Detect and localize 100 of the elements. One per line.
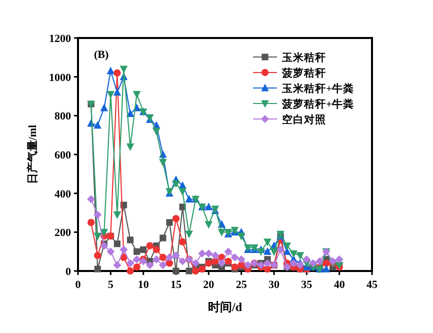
point [264, 238, 272, 246]
point [335, 255, 344, 264]
x-tick-label: 35 [301, 279, 313, 291]
x-tick-label: 25 [236, 279, 248, 291]
point [152, 255, 160, 264]
point [94, 121, 102, 129]
point [270, 248, 278, 256]
point [283, 242, 291, 250]
point [186, 268, 192, 274]
point [126, 267, 134, 275]
point [113, 261, 122, 270]
point [309, 259, 318, 268]
point [94, 266, 101, 272]
point [139, 257, 148, 266]
point [276, 246, 285, 254]
point [165, 253, 174, 262]
point [230, 253, 239, 262]
y-tick-label: 800 [54, 110, 72, 123]
point [106, 66, 115, 74]
point [159, 158, 167, 167]
point [264, 247, 272, 255]
point [158, 261, 167, 270]
y-tick-label: 200 [54, 227, 72, 240]
point [114, 69, 121, 77]
point [198, 265, 206, 273]
point [87, 218, 95, 226]
y-tick-label: 1000 [49, 72, 72, 84]
point [322, 260, 330, 267]
point [100, 242, 108, 250]
point [178, 257, 187, 266]
point [126, 143, 134, 152]
point [322, 264, 330, 272]
point [146, 242, 154, 250]
x-tick-label: 10 [138, 279, 150, 291]
point [218, 228, 226, 236]
point [166, 219, 173, 226]
point [94, 232, 102, 240]
point [172, 251, 180, 260]
x-tick-label: 45 [366, 279, 378, 291]
point [204, 250, 213, 258]
point [160, 234, 166, 242]
point [140, 246, 147, 253]
point [159, 254, 167, 262]
point [172, 180, 180, 188]
point [296, 252, 304, 260]
point [290, 250, 298, 258]
x-tick-label: 30 [268, 279, 280, 291]
point [316, 257, 324, 266]
point [244, 261, 252, 270]
point [237, 255, 246, 264]
point [172, 214, 180, 222]
point [113, 211, 122, 219]
legend-label: 空白对照 [282, 113, 326, 126]
point [133, 264, 140, 271]
point [106, 248, 115, 256]
point [87, 195, 96, 204]
point [302, 255, 311, 264]
point [114, 240, 120, 248]
point [100, 228, 108, 236]
y-tick-label: 400 [54, 188, 72, 200]
x-tick-label: 40 [334, 279, 346, 291]
point [204, 221, 213, 229]
point [126, 236, 134, 244]
x-tick-label: 15 [170, 279, 182, 291]
point [178, 238, 186, 246]
point [185, 230, 193, 238]
point [178, 188, 186, 196]
point [263, 259, 272, 268]
point [100, 104, 108, 112]
point [192, 267, 200, 275]
point [296, 261, 304, 270]
legend-label: 玉米秸秆 [281, 51, 326, 64]
point [166, 260, 174, 267]
x-tick-label: 20 [203, 279, 215, 291]
y-tick-label: 0 [66, 266, 72, 278]
x-tick-label: 5 [108, 279, 114, 291]
y-axis-title: 日产气量/ml [26, 124, 39, 184]
y-tick-label: 1200 [49, 33, 72, 45]
annotation: (B) [94, 49, 109, 61]
point [146, 261, 154, 270]
point [132, 91, 141, 99]
point [218, 259, 226, 268]
point [120, 246, 128, 254]
y-tick-label: 600 [54, 150, 72, 162]
point [328, 257, 337, 266]
point [211, 251, 220, 260]
point [198, 250, 206, 258]
point [172, 268, 180, 274]
point [113, 88, 122, 96]
point [237, 232, 246, 240]
legend-label: 菠萝秸秆 [281, 66, 326, 80]
point [132, 255, 141, 264]
legend-label: 玉米秸秆+牛粪 [281, 82, 354, 95]
point [256, 261, 265, 270]
point [134, 248, 140, 255]
point [204, 202, 213, 210]
legend-label: 菠萝秸秆+牛粪 [281, 98, 354, 110]
point [192, 259, 200, 268]
point [224, 248, 232, 256]
point [126, 259, 134, 268]
